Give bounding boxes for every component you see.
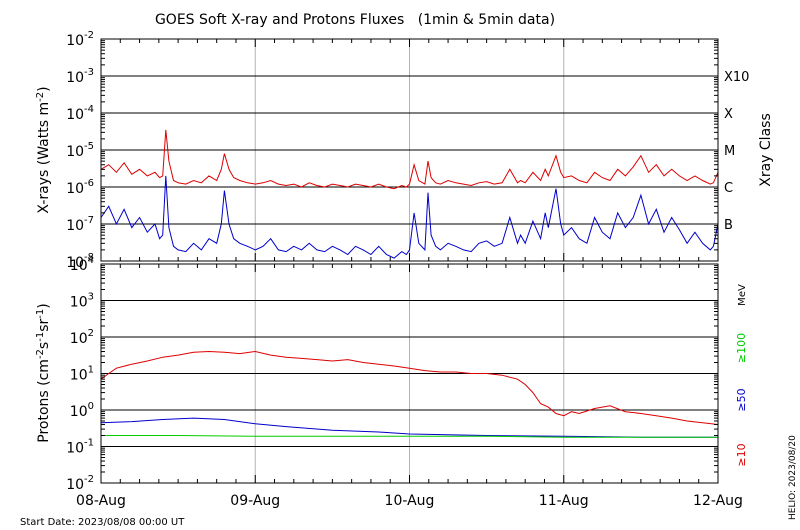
y-tick-label: 10-4: [66, 104, 94, 123]
xray-series: [100, 129, 719, 259]
helio-credit-label: HELIO: 2023/08/20: [788, 435, 798, 520]
xray-class-labels: X10 X M C B: [724, 70, 749, 233]
xray-class-label: C: [724, 181, 733, 196]
x-tick-label: 12-Aug: [693, 493, 743, 509]
xray-ticks: 10-810-710-610-510-410-310-2: [66, 30, 719, 271]
xray-class-label: X: [724, 107, 733, 122]
series-line-0: [100, 129, 719, 190]
x-tick-label: 11-Aug: [539, 493, 589, 509]
proton-ticks: 10-2 10-1 100 101 102 103 104: [66, 255, 719, 493]
series-line-1: [100, 417, 718, 438]
y-tick-label: 10-2: [66, 30, 94, 49]
start-date-label: Start Date: 2023/08/08 00:00 UT: [20, 517, 185, 528]
y-tick-label: 101: [70, 365, 94, 384]
y-tick-label: 104: [70, 255, 94, 274]
x-tick-label: 09-Aug: [230, 493, 280, 509]
x-tick-label: 08-Aug: [76, 493, 126, 509]
y-tick-label: 10-5: [66, 141, 94, 160]
xray-y-axis-label: X-rays (Watts m-2): [35, 86, 53, 213]
y-tick-label: 10-6: [66, 178, 94, 197]
xray-class-label: X10: [724, 70, 749, 85]
chart-title: GOES Soft X-ray and Protons Fluxes (1min…: [155, 12, 555, 28]
proton-legend-entry: ≥50: [735, 388, 748, 411]
proton-grid: [101, 264, 718, 483]
y-tick-label: 10-2: [66, 474, 94, 493]
y-tick-label: 10-7: [66, 215, 94, 234]
series-line-1: [100, 175, 719, 259]
proton-legend: ≥10 ≥50 ≥100: [735, 333, 748, 467]
y-tick-label: 103: [70, 292, 94, 311]
xray-class-label: B: [724, 218, 733, 233]
x-tick-label: 10-Aug: [385, 493, 435, 509]
xray-class-axis-label: Xray Class: [758, 113, 774, 187]
series-line-2: [101, 435, 718, 438]
xray-class-label: M: [724, 144, 735, 159]
y-tick-label: 100: [70, 401, 94, 420]
proton-y-axis-label: Protons (cm-2s-1sr-1): [35, 303, 53, 442]
proton-legend-entry: ≥10: [735, 443, 748, 466]
x-axis-day-labels: 08-Aug 09-Aug 10-Aug 11-Aug 12-Aug: [76, 493, 743, 509]
proton-energy-unit-label: MeV: [737, 284, 748, 306]
y-tick-label: 102: [70, 328, 94, 347]
y-tick-label: 10-3: [66, 67, 94, 86]
proton-legend-entry: ≥100: [735, 333, 748, 363]
xray-grid: [101, 39, 718, 261]
series-line-0: [100, 350, 719, 425]
proton-series: [100, 350, 719, 438]
proton-panel: 10-2 10-1 100 101 102 103 104 Protons (cm-2s-1…: [35, 255, 749, 493]
y-tick-label: 10-1: [66, 438, 94, 457]
